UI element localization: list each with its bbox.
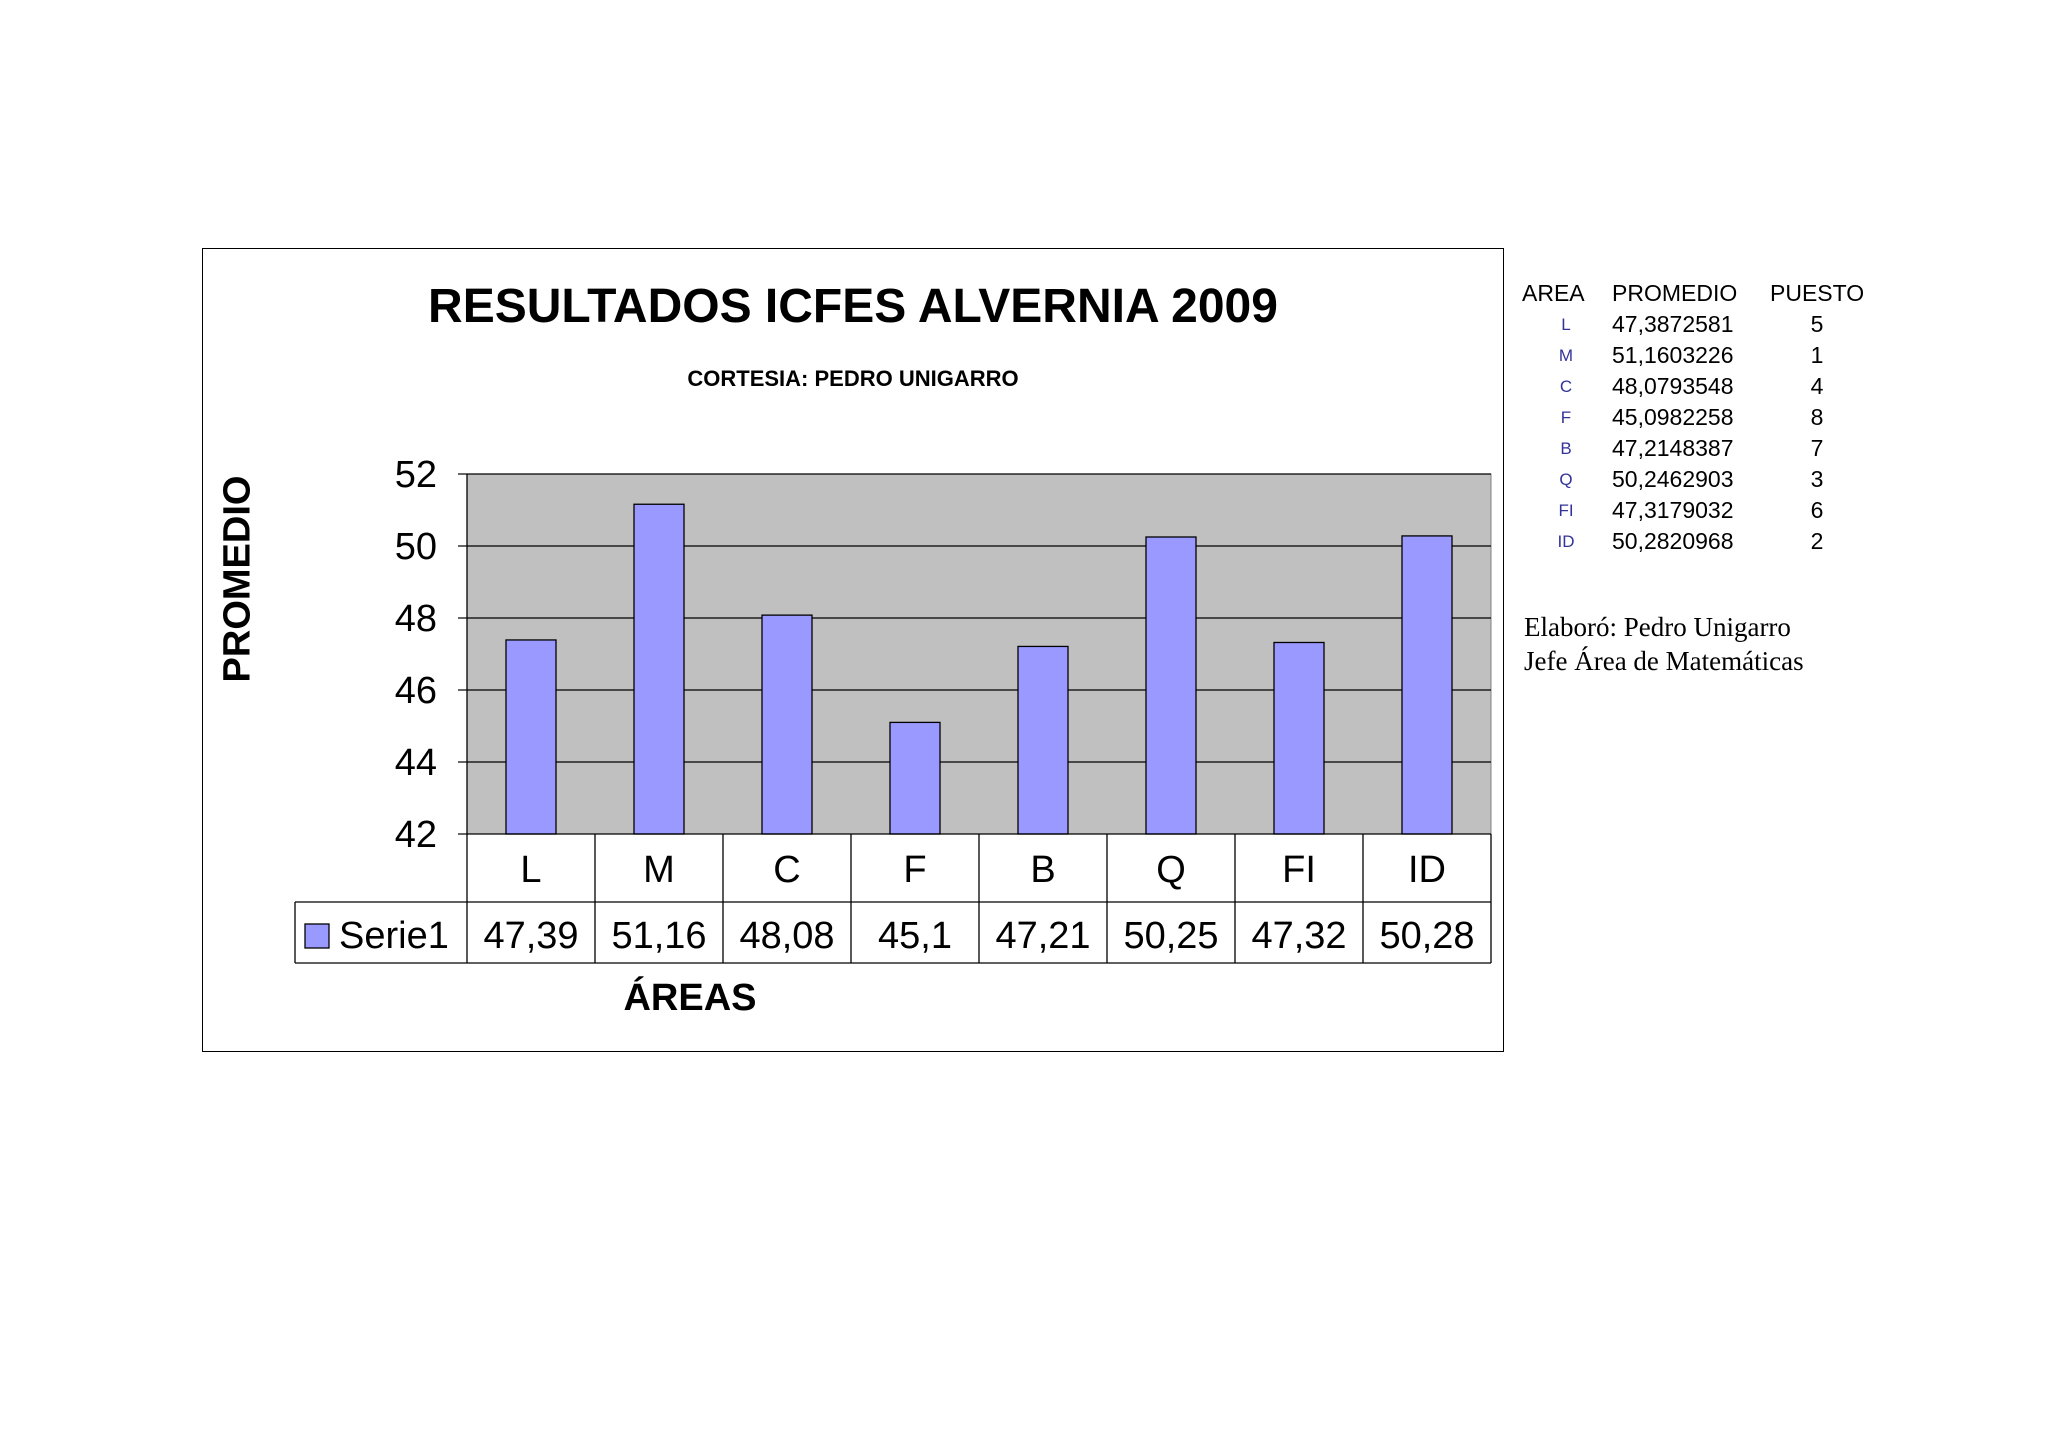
y-tick-label: 46 bbox=[395, 670, 437, 712]
x-axis-label: ÁREAS bbox=[623, 977, 757, 1019]
row-promedio: 51,1603226 bbox=[1612, 342, 1734, 368]
y-tick-label: 50 bbox=[395, 526, 437, 568]
x-tick-label: F bbox=[903, 849, 926, 891]
row-area: Q bbox=[1559, 470, 1573, 489]
row-puesto: 4 bbox=[1810, 373, 1824, 399]
bar-fi bbox=[1273, 641, 1325, 835]
row-area: ID bbox=[1557, 532, 1575, 551]
row-promedio: 45,0982258 bbox=[1612, 404, 1734, 430]
data-summary-table: AREA PROMEDIO PUESTO L 47,3872581 5 M 51,160… bbox=[1522, 278, 1864, 557]
chart-subtitle: CORTESIA: PEDRO UNIGARRO bbox=[687, 366, 1019, 391]
row-promedio: 50,2820968 bbox=[1612, 528, 1734, 554]
role-line: Jefe Área de Matemáticas bbox=[1524, 646, 1804, 676]
bar-c bbox=[761, 614, 813, 835]
x-tick-label: L bbox=[520, 849, 541, 891]
legend-swatch bbox=[304, 923, 330, 949]
row-promedio: 47,3872581 bbox=[1612, 311, 1734, 337]
x-tick-label: C bbox=[773, 849, 800, 891]
bar-l bbox=[505, 639, 557, 835]
x-tick-label: M bbox=[643, 849, 675, 891]
plot-area bbox=[466, 473, 1492, 835]
chart-title: RESULTADOS ICFES ALVERNIA 2009 bbox=[428, 280, 1278, 333]
table-row: C 48,0793548 4 bbox=[1522, 371, 1864, 402]
row-area: FI bbox=[1558, 501, 1574, 520]
data-label: 50,28 bbox=[1379, 915, 1474, 957]
table-row: FI 47,3179032 6 bbox=[1522, 495, 1864, 526]
row-area: L bbox=[1561, 315, 1571, 334]
data-label: 45,1 bbox=[878, 915, 952, 957]
data-label: 47,39 bbox=[483, 915, 578, 957]
x-tick-label: B bbox=[1030, 849, 1055, 891]
author-line: Elaboró: Pedro Unigarro bbox=[1524, 612, 1791, 642]
y-tick-label: 44 bbox=[395, 742, 437, 784]
row-area: M bbox=[1558, 346, 1574, 365]
table-row: Q 50,2462903 3 bbox=[1522, 464, 1864, 495]
data-label: 50,25 bbox=[1123, 915, 1218, 957]
bar-q bbox=[1145, 536, 1197, 835]
row-puesto: 6 bbox=[1810, 497, 1824, 523]
y-tick-label: 42 bbox=[395, 814, 437, 856]
table-row: L 47,3872581 5 bbox=[1522, 309, 1864, 340]
bar-f bbox=[889, 721, 941, 835]
bar-b bbox=[1017, 645, 1069, 835]
row-area: F bbox=[1560, 408, 1572, 427]
row-puesto: 2 bbox=[1810, 528, 1824, 554]
table-header-row: AREA PROMEDIO PUESTO bbox=[1522, 278, 1864, 309]
row-area: C bbox=[1559, 377, 1573, 396]
row-area: B bbox=[1560, 439, 1572, 458]
x-tick-label: FI bbox=[1282, 849, 1316, 891]
data-label: 47,32 bbox=[1251, 915, 1346, 957]
bar-m bbox=[633, 503, 685, 835]
data-label: 47,21 bbox=[995, 915, 1090, 957]
x-tick-label: ID bbox=[1408, 849, 1446, 891]
data-label: 48,08 bbox=[739, 915, 834, 957]
row-promedio: 47,2148387 bbox=[1612, 435, 1734, 461]
y-tick-label: 52 bbox=[395, 454, 437, 496]
header-puesto: PUESTO bbox=[1770, 280, 1865, 306]
legend-series-name: Serie1 bbox=[339, 915, 449, 957]
header-area: AREA bbox=[1522, 280, 1585, 306]
row-promedio: 48,0793548 bbox=[1612, 373, 1734, 399]
y-tick-label: 48 bbox=[395, 598, 437, 640]
row-puesto: 7 bbox=[1810, 435, 1824, 461]
table-row: ID 50,2820968 2 bbox=[1522, 526, 1864, 557]
row-puesto: 3 bbox=[1810, 466, 1824, 492]
table-row: B 47,2148387 7 bbox=[1522, 433, 1864, 464]
chart-plot: 42 44 46 48 50 52 L 47,39 M 51,16 C 48,08 F 45,1 B 47,2… bbox=[294, 454, 1492, 964]
chart-frame: RESULTADOS ICFES ALVERNIA 2009 CORTESIA:… bbox=[202, 248, 1504, 1052]
row-promedio: 47,3179032 bbox=[1612, 497, 1734, 523]
data-label: 51,16 bbox=[611, 915, 706, 957]
x-tick-label: Q bbox=[1156, 849, 1186, 891]
bar-id bbox=[1401, 535, 1453, 835]
row-promedio: 50,2462903 bbox=[1612, 466, 1734, 492]
row-puesto: 8 bbox=[1810, 404, 1824, 430]
row-puesto: 5 bbox=[1810, 311, 1824, 337]
author-note: Elaboró: Pedro Unigarro Jefe Área de Mat… bbox=[1524, 610, 1804, 678]
table-row: F 45,0982258 8 bbox=[1522, 402, 1864, 433]
row-puesto: 1 bbox=[1810, 342, 1824, 368]
table-row: M 51,1603226 1 bbox=[1522, 340, 1864, 371]
header-promedio: PROMEDIO bbox=[1612, 280, 1738, 306]
